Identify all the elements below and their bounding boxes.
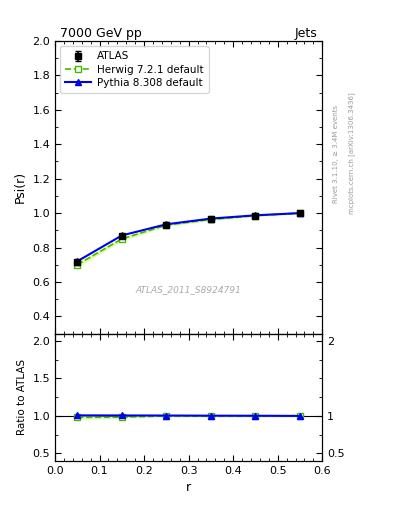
Y-axis label: Psi(r): Psi(r) (14, 171, 27, 203)
Y-axis label: Ratio to ATLAS: Ratio to ATLAS (17, 359, 27, 435)
Herwig 7.2.1 default (209, 217, 213, 223)
Line: Herwig 7.2.1 default: Herwig 7.2.1 default (75, 210, 303, 267)
Text: ATLAS_2011_S8924791: ATLAS_2011_S8924791 (136, 285, 242, 294)
Pythia 8.308 default (119, 232, 124, 239)
Herwig 7.2.1 default (75, 262, 80, 268)
Text: Rivet 3.1.10, ≥ 3.4M events: Rivet 3.1.10, ≥ 3.4M events (333, 104, 339, 203)
Text: Jets: Jets (294, 27, 317, 40)
Legend: ATLAS, Herwig 7.2.1 default, Pythia 8.308 default: ATLAS, Herwig 7.2.1 default, Pythia 8.30… (60, 46, 209, 93)
Pythia 8.308 default (298, 210, 302, 216)
X-axis label: r: r (186, 481, 191, 494)
Pythia 8.308 default (164, 221, 169, 227)
Herwig 7.2.1 default (298, 210, 302, 216)
Herwig 7.2.1 default (119, 236, 124, 242)
Herwig 7.2.1 default (164, 222, 169, 228)
Pythia 8.308 default (253, 212, 258, 219)
Text: 7000 GeV pp: 7000 GeV pp (61, 27, 142, 40)
Text: mcplots.cern.ch [arXiv:1306.3436]: mcplots.cern.ch [arXiv:1306.3436] (348, 93, 355, 215)
Pythia 8.308 default (209, 216, 213, 222)
Line: Pythia 8.308 default: Pythia 8.308 default (74, 209, 303, 265)
Pythia 8.308 default (75, 258, 80, 264)
Herwig 7.2.1 default (253, 212, 258, 219)
